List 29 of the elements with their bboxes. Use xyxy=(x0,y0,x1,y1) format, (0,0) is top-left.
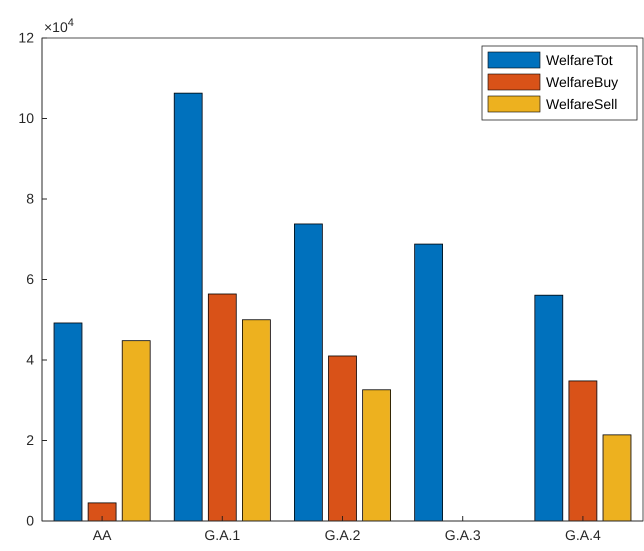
y-tick-label: 10 xyxy=(18,110,34,126)
bar xyxy=(328,356,357,522)
bar xyxy=(534,294,564,522)
y-tick-label: 12 xyxy=(18,29,34,46)
bar xyxy=(88,502,116,522)
x-tick-label: AA xyxy=(92,526,112,543)
y-tick-label: 6 xyxy=(26,270,34,287)
bar xyxy=(208,294,237,522)
bar xyxy=(54,322,82,522)
bar xyxy=(294,224,323,522)
bar xyxy=(568,380,598,522)
y-tick-label: 8 xyxy=(26,190,34,206)
text: ×10$^{4}$ xyxy=(44,17,74,35)
legend-label: WelfareSell xyxy=(546,96,618,112)
bar xyxy=(362,389,391,522)
x-tick-label: G.A.3 xyxy=(444,526,481,543)
x-tick-label: G.A.1 xyxy=(204,526,240,543)
bar xyxy=(602,434,632,522)
bar xyxy=(242,319,271,522)
bar xyxy=(174,92,203,522)
bar xyxy=(122,340,151,522)
x-tick-label: G.A.2 xyxy=(324,526,361,543)
x-tick-label: G.A.4 xyxy=(565,526,602,543)
legend-label: WelfareTot xyxy=(546,52,613,68)
y-tick-label: 0 xyxy=(26,512,34,528)
y-tick-label: 4 xyxy=(26,351,34,368)
legend-label: WelfareBuy xyxy=(546,74,618,90)
y-tick-label: 2 xyxy=(26,432,34,448)
bar xyxy=(414,244,443,522)
